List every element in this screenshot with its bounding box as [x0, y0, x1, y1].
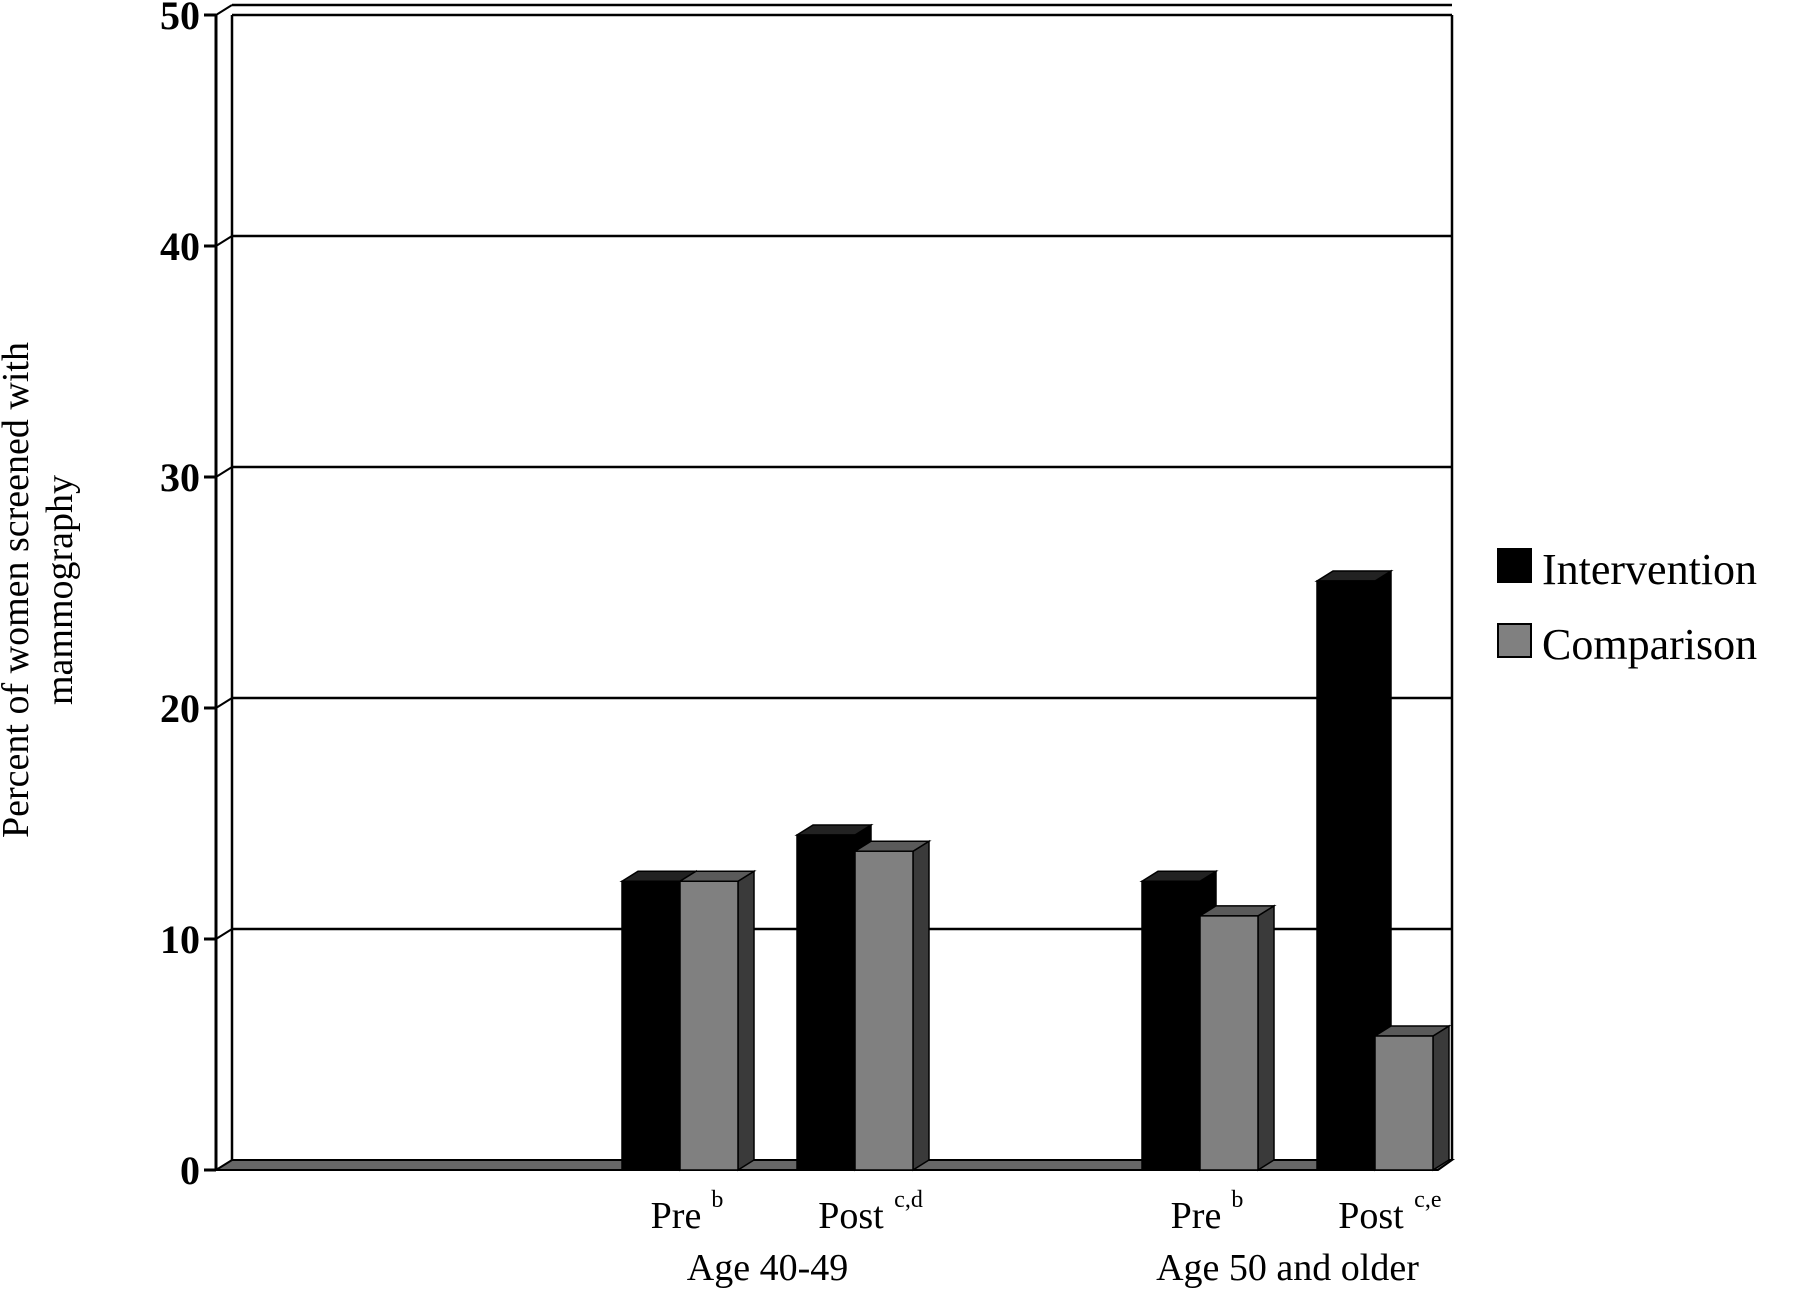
gridline-depth	[215, 235, 233, 247]
category-label: Post	[818, 1195, 884, 1237]
y-axis-label-line1: Percent of women screened with	[0, 342, 37, 838]
legend-label-intervention: Intervention	[1542, 545, 1757, 594]
gridline-depth	[215, 928, 233, 940]
bar-intervention	[1316, 580, 1376, 1171]
y-tick-label: 20	[160, 686, 200, 731]
y-axis: 0 10 20 30 40 50	[160, 0, 218, 1193]
bar-side	[1432, 1024, 1450, 1172]
bar-comparison	[854, 850, 914, 1171]
bar-intervention	[621, 880, 681, 1171]
y-tick-label: 40	[160, 224, 200, 269]
bar-intervention	[796, 834, 856, 1171]
bar-side	[912, 839, 930, 1172]
y-axis-label-line2: mammography	[39, 475, 81, 705]
legend-swatch-comparison	[1497, 623, 1532, 658]
category-superscript: c,d	[894, 1187, 923, 1213]
category-label: Pre	[651, 1195, 702, 1237]
y-tick-label: 0	[180, 1148, 200, 1193]
bar-comparison	[1199, 915, 1259, 1171]
bar-comparison	[679, 880, 739, 1171]
gridline-depth	[215, 4, 233, 16]
bars	[619, 569, 1452, 1172]
bar-intervention	[1141, 880, 1201, 1171]
group-label: Age 50 and older	[1156, 1247, 1419, 1289]
category-superscript: b	[1231, 1187, 1243, 1213]
gridlines	[215, 3, 1452, 940]
legend-label-comparison: Comparison	[1542, 620, 1757, 669]
legend-swatch-intervention	[1497, 548, 1532, 583]
category-label: Post	[1338, 1195, 1404, 1237]
gridline-depth	[215, 466, 233, 478]
gridline-depth	[215, 697, 233, 709]
y-tick-label: 50	[160, 0, 200, 38]
category-superscript: c,e	[1414, 1187, 1441, 1213]
y-tick-label: 30	[160, 455, 200, 500]
group-label: Age 40-49	[687, 1247, 848, 1289]
category-label: Pre	[1171, 1195, 1222, 1237]
bar-comparison	[1374, 1035, 1434, 1171]
category-superscript: b	[711, 1187, 723, 1213]
bar-side	[737, 869, 755, 1172]
y-tick-label: 10	[160, 917, 200, 962]
legend: Intervention Comparison	[1497, 545, 1757, 669]
bar-side	[1257, 904, 1275, 1172]
